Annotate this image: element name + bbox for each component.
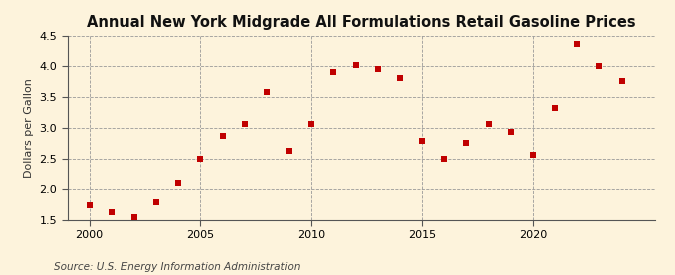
Point (461, 141, 472, 145)
Point (284, 148, 294, 153)
Title: Annual New York Midgrade All Formulations Retail Gasoline Prices: Annual New York Midgrade All Formulation… (87, 15, 635, 31)
Point (240, 121, 250, 126)
Point (483, 121, 494, 126)
Y-axis label: Dollars per Gallon: Dollars per Gallon (24, 78, 34, 178)
Point (328, 70, 339, 74)
Point (373, 67, 383, 71)
Point (549, 106, 560, 111)
Point (416, 139, 427, 143)
Point (527, 153, 538, 157)
Point (306, 122, 317, 127)
Point (594, 64, 605, 69)
Point (261, 90, 272, 94)
Point (195, 156, 206, 161)
Point (506, 130, 516, 134)
Point (151, 200, 161, 204)
Text: Source: U.S. Energy Information Administration: Source: U.S. Energy Information Administ… (54, 262, 300, 272)
Point (128, 215, 139, 219)
Point (394, 75, 405, 80)
Point (217, 134, 228, 139)
Point (107, 210, 117, 214)
Point (439, 157, 450, 161)
Point (572, 42, 583, 46)
Point (173, 181, 184, 185)
Point (84, 203, 95, 207)
Point (350, 62, 361, 67)
Point (616, 78, 627, 83)
